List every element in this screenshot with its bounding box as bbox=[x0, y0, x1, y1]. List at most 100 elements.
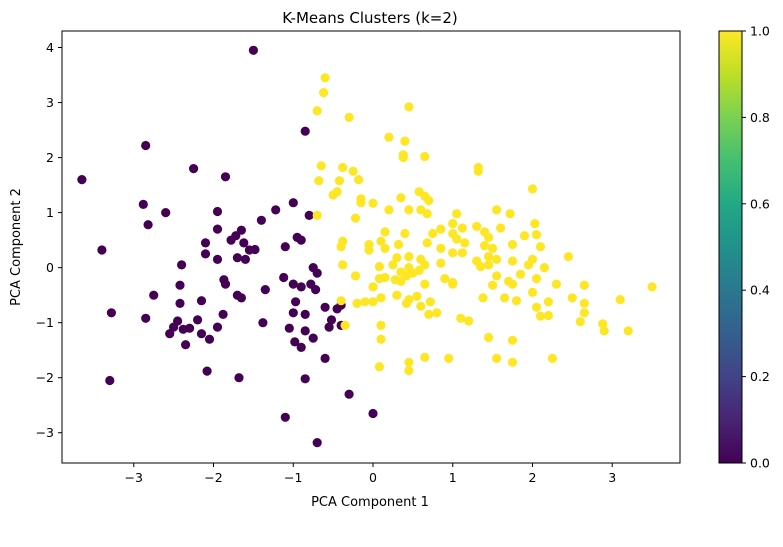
cluster-1-point bbox=[464, 316, 474, 326]
cluster-1-point bbox=[527, 287, 538, 297]
cluster-1-point bbox=[579, 280, 589, 290]
cluster-0-point bbox=[232, 253, 242, 263]
cluster-0-point bbox=[161, 208, 171, 218]
cluster-0-point bbox=[284, 323, 294, 333]
cluster-1-point bbox=[456, 313, 466, 323]
cluster-1-point bbox=[374, 261, 384, 272]
cluster-0-point bbox=[256, 215, 266, 225]
cluster-0-point bbox=[212, 224, 223, 234]
cluster-1-point bbox=[425, 297, 435, 307]
cluster-0-point bbox=[212, 206, 223, 217]
cluster-1-point bbox=[457, 248, 467, 258]
cluster-1-point bbox=[352, 298, 362, 308]
cluster-1-point bbox=[400, 136, 410, 146]
cluster-1-point bbox=[319, 88, 329, 98]
cluster-1-point bbox=[396, 193, 406, 203]
cluster-0-point bbox=[149, 290, 159, 300]
cluster-1-point bbox=[547, 353, 558, 363]
cluster-0-point bbox=[271, 205, 281, 215]
y-axis-label: PCA Component 2 bbox=[9, 188, 24, 306]
cluster-0-point bbox=[97, 245, 107, 255]
cluster-0-point bbox=[320, 353, 330, 363]
cluster-0-point bbox=[220, 172, 231, 182]
chart-title: K-Means Clusters (k=2) bbox=[282, 9, 457, 27]
cluster-0-point bbox=[300, 126, 310, 136]
y-tick-label: 1 bbox=[46, 205, 54, 220]
cluster-1-point bbox=[535, 242, 546, 252]
cluster-1-point bbox=[422, 238, 432, 248]
cluster-1-point bbox=[398, 153, 408, 163]
cluster-1-point bbox=[380, 243, 390, 253]
cluster-1-point bbox=[515, 269, 526, 279]
cluster-1-point bbox=[401, 271, 412, 281]
cluster-1-point bbox=[350, 271, 361, 281]
cluster-1-point bbox=[424, 195, 434, 206]
points-layer bbox=[77, 45, 657, 448]
cluster-0-point bbox=[248, 45, 258, 55]
colorbar-tick-label: 0.6 bbox=[750, 196, 770, 211]
cluster-1-point bbox=[436, 243, 446, 253]
cluster-1-point bbox=[484, 232, 494, 242]
cluster-1-point bbox=[598, 319, 608, 329]
cluster-0-point bbox=[177, 260, 187, 270]
cluster-1-point bbox=[507, 256, 518, 266]
cluster-0-point bbox=[312, 438, 322, 448]
cluster-1-point bbox=[404, 252, 414, 262]
cluster-0-point bbox=[202, 366, 212, 376]
cluster-0-point bbox=[77, 175, 87, 185]
cluster-1-point bbox=[380, 227, 390, 237]
cluster-1-point bbox=[314, 176, 324, 186]
plot-area-frame bbox=[61, 30, 681, 464]
x-tick-label: 0 bbox=[369, 470, 377, 485]
colorbar-tick-label: 0.0 bbox=[750, 456, 770, 471]
cluster-0-point bbox=[320, 302, 330, 312]
cluster-0-point bbox=[240, 254, 250, 264]
cluster-0-point bbox=[181, 340, 191, 350]
cluster-1-point bbox=[404, 365, 414, 376]
x-tick-label: −1 bbox=[284, 470, 302, 485]
cluster-1-point bbox=[519, 231, 530, 241]
cluster-0-point bbox=[178, 324, 188, 334]
cluster-1-point bbox=[507, 357, 518, 367]
cluster-0-point bbox=[212, 322, 223, 332]
cluster-0-point bbox=[138, 199, 148, 209]
cluster-1-point bbox=[376, 320, 386, 330]
cluster-1-point bbox=[340, 320, 350, 330]
cluster-0-point bbox=[218, 309, 228, 319]
cluster-0-point bbox=[193, 315, 203, 325]
cluster-1-point bbox=[336, 242, 346, 252]
cluster-1-point bbox=[364, 245, 374, 255]
cluster-1-point bbox=[384, 205, 394, 215]
cluster-0-point bbox=[105, 375, 115, 386]
cluster-1-point bbox=[623, 326, 633, 336]
cluster-1-point bbox=[457, 223, 467, 233]
cluster-0-point bbox=[219, 275, 229, 285]
cluster-1-point bbox=[551, 279, 562, 289]
cluster-1-point bbox=[444, 353, 454, 363]
cluster-1-point bbox=[488, 243, 498, 253]
y-tick-label: 3 bbox=[46, 95, 54, 110]
cluster-0-point bbox=[300, 326, 310, 336]
cluster-1-point bbox=[320, 73, 330, 83]
cluster-1-point bbox=[344, 112, 354, 122]
cluster-1-point bbox=[452, 234, 462, 244]
cluster-1-point bbox=[392, 253, 402, 263]
cluster-0-point bbox=[280, 412, 290, 422]
cluster-1-point bbox=[312, 210, 322, 220]
colorbar-tick-label: 1.0 bbox=[750, 24, 770, 39]
cluster-0-point bbox=[226, 235, 236, 245]
cluster-0-point bbox=[169, 322, 179, 332]
cluster-1-point bbox=[393, 239, 404, 250]
y-tick-label: 0 bbox=[46, 260, 54, 275]
cluster-1-point bbox=[575, 317, 585, 327]
cluster-1-point bbox=[505, 209, 515, 219]
cluster-0-point bbox=[308, 333, 318, 343]
cluster-1-point bbox=[492, 254, 502, 264]
cluster-1-point bbox=[507, 279, 518, 289]
x-axis-label: PCA Component 1 bbox=[311, 495, 429, 510]
cluster-1-point bbox=[492, 205, 502, 215]
cluster-0-point bbox=[368, 408, 378, 419]
cluster-1-point bbox=[384, 132, 394, 142]
cluster-1-point bbox=[401, 298, 412, 308]
